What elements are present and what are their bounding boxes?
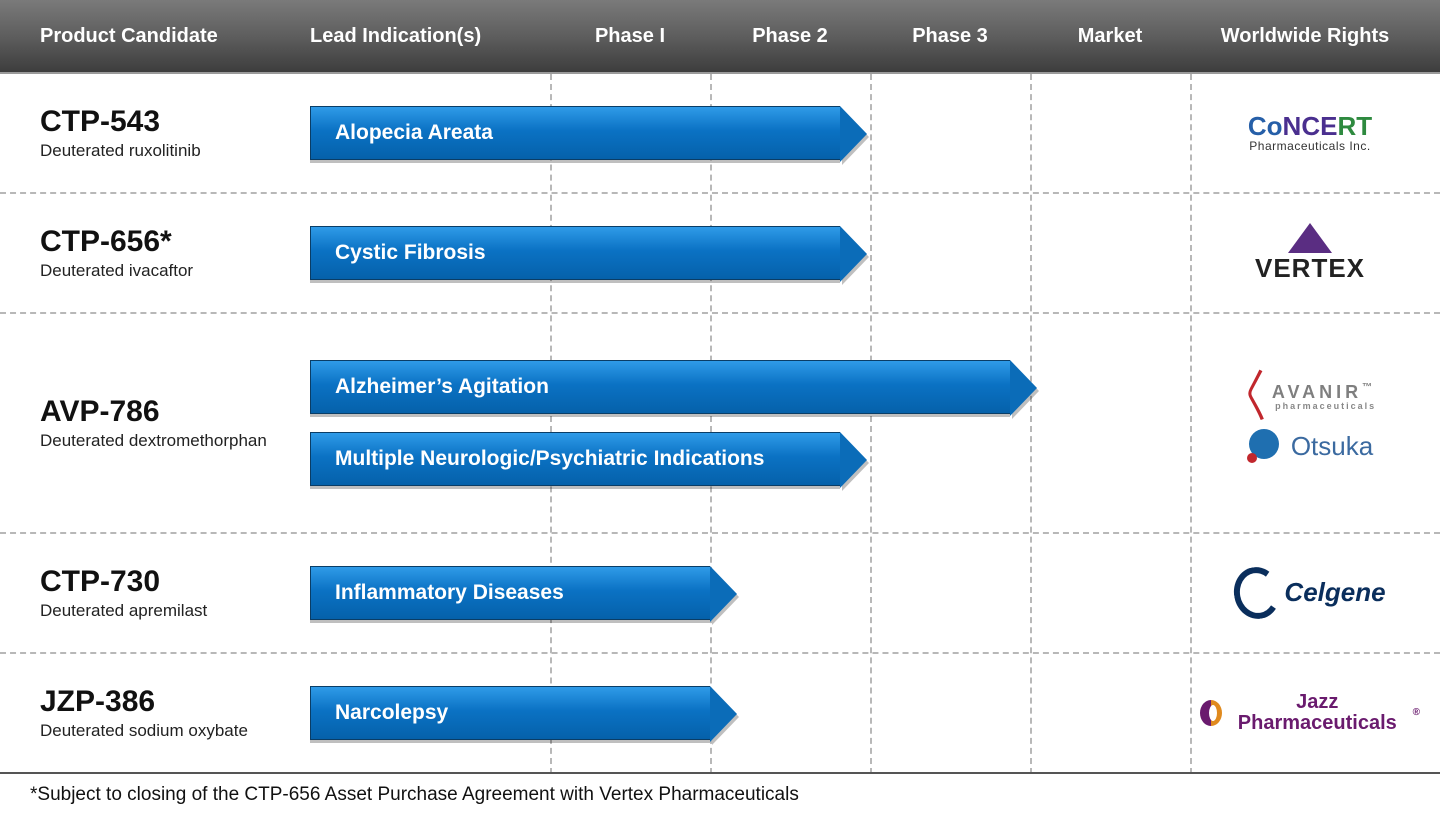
product-cell: CTP-730 Deuterated apremilast — [0, 565, 310, 621]
phase-bar: Alzheimer’s Agitation — [310, 360, 1010, 414]
logo-celgene: Celgene — [1234, 567, 1385, 619]
logo-text: AVANIR — [1272, 382, 1362, 402]
product-name: JZP-386 — [40, 685, 310, 719]
jazz-mark-icon — [1200, 700, 1222, 726]
logo-jazz: Jazz Pharmaceuticals® — [1200, 692, 1420, 734]
product-cell: JZP-386 Deuterated sodium oxybate — [0, 685, 310, 741]
pipeline-row: AVP-786 Deuterated dextromethorphan Alzh… — [0, 314, 1440, 534]
product-cell: CTP-656* Deuterated ivacaftor — [0, 225, 310, 281]
pipeline-row: CTP-543 Deuterated ruxolitinib Alopecia … — [0, 74, 1440, 194]
product-cell: CTP-543 Deuterated ruxolitinib — [0, 105, 310, 161]
product-name: CTP-730 — [40, 565, 310, 599]
phase-bar-label: Multiple Neurologic/Psychiatric Indicati… — [335, 447, 764, 471]
triangle-icon — [1288, 223, 1332, 253]
bars-cell: Inflammatory Diseases — [310, 534, 1190, 652]
product-subtitle: Deuterated sodium oxybate — [40, 721, 310, 741]
product-subtitle: Deuterated apremilast — [40, 601, 310, 621]
phase-bar: Alopecia Areata — [310, 106, 840, 160]
product-name: CTP-543 — [40, 105, 310, 139]
rights-cell: VERTEX — [1190, 213, 1440, 292]
phase-bar-label: Alzheimer’s Agitation — [335, 375, 549, 399]
phase-bar-label: Alopecia Areata — [335, 121, 493, 145]
logo-text: Jazz Pharmaceuticals — [1230, 692, 1405, 734]
bars-cell: Cystic Fibrosis — [310, 194, 1190, 312]
product-name: CTP-656* — [40, 225, 310, 259]
rights-cell: Jazz Pharmaceuticals® — [1190, 682, 1440, 744]
header-phase1: Phase I — [550, 25, 710, 48]
phase-bar-label: Inflammatory Diseases — [335, 581, 564, 605]
logo-otsuka: Otsuka — [1247, 429, 1373, 463]
phase-bar-label: Cystic Fibrosis — [335, 241, 486, 265]
otsuka-mark-icon — [1247, 429, 1281, 463]
logo-text: Otsuka — [1291, 433, 1373, 460]
rights-cell: CoNCERT Pharmaceuticals Inc. — [1190, 103, 1440, 163]
header-phase2: Phase 2 — [710, 25, 870, 48]
header-market: Market — [1030, 25, 1190, 48]
logo-subtext: Pharmaceuticals Inc. — [1248, 140, 1372, 153]
product-subtitle: Deuterated ruxolitinib — [40, 141, 310, 161]
header-row: Product Candidate Lead Indication(s) Pha… — [0, 0, 1440, 74]
header-product: Product Candidate — [0, 25, 310, 48]
pipeline-row: CTP-730 Deuterated apremilast Inflammato… — [0, 534, 1440, 654]
phase-bar: Narcolepsy — [310, 686, 710, 740]
rights-cell: 〱 AVANIR™ pharmaceuticals Otsuka — [1190, 373, 1440, 473]
logo-text: VERTEX — [1255, 253, 1365, 283]
logo-concert: CoNCERT Pharmaceuticals Inc. — [1248, 113, 1372, 153]
pipeline-chart: Product Candidate Lead Indication(s) Pha… — [0, 0, 1440, 806]
logo-subtext: pharmaceuticals — [1272, 402, 1376, 411]
bars-cell: Narcolepsy — [310, 654, 1190, 772]
phase-bar-label: Narcolepsy — [335, 701, 448, 725]
pipeline-row: JZP-386 Deuterated sodium oxybate Narcol… — [0, 654, 1440, 774]
bars-cell: Alopecia Areata — [310, 74, 1190, 192]
body-area: CTP-543 Deuterated ruxolitinib Alopecia … — [0, 74, 1440, 774]
header-rights: Worldwide Rights — [1190, 25, 1440, 48]
product-subtitle: Deuterated dextromethorphan — [40, 431, 310, 451]
header-indication: Lead Indication(s) — [310, 25, 550, 48]
chevron-icon: 〱 — [1244, 383, 1264, 410]
phase-bar: Inflammatory Diseases — [310, 566, 710, 620]
pipeline-row: CTP-656* Deuterated ivacaftor Cystic Fib… — [0, 194, 1440, 314]
phase-bar: Cystic Fibrosis — [310, 226, 840, 280]
product-subtitle: Deuterated ivacaftor — [40, 261, 310, 281]
logo-vertex: VERTEX — [1255, 223, 1365, 282]
bars-cell: Alzheimer’s Agitation Multiple Neurologi… — [310, 314, 1190, 532]
footnote: *Subject to closing of the CTP-656 Asset… — [0, 774, 1440, 806]
product-cell: AVP-786 Deuterated dextromethorphan — [0, 395, 310, 451]
celgene-c-icon — [1230, 563, 1284, 622]
phase-bar: Multiple Neurologic/Psychiatric Indicati… — [310, 432, 840, 486]
logo-avanir: 〱 AVANIR™ pharmaceuticals — [1244, 383, 1376, 411]
product-name: AVP-786 — [40, 395, 310, 429]
logo-text: Celgene — [1284, 579, 1385, 606]
header-phase3: Phase 3 — [870, 25, 1030, 48]
rights-cell: Celgene — [1190, 557, 1440, 629]
